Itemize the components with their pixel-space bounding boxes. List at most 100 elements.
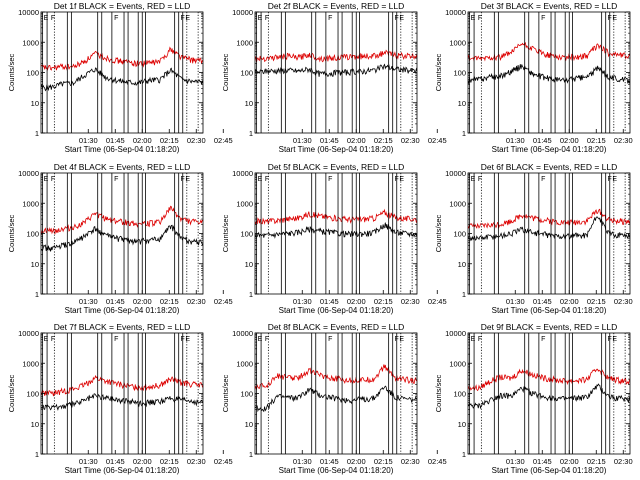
- x-tick-label: 01:30: [79, 136, 98, 145]
- x-tick-label: 02:00: [133, 136, 152, 145]
- x-tick-label: 01:30: [79, 297, 98, 306]
- series-line-events: [255, 385, 417, 413]
- y-tick-label: 10: [245, 420, 253, 429]
- y-tick-label: 10: [245, 99, 253, 108]
- series-line-lld: [41, 205, 203, 235]
- x-tick-label: 01:45: [533, 297, 552, 306]
- x-tick-label: 02:45: [428, 457, 447, 466]
- y-tick-label: 10000: [232, 8, 253, 17]
- x-tick-label: 02:15: [587, 297, 606, 306]
- panel-title: Det 3f BLACK = Events, RED = LLD: [481, 1, 618, 11]
- x-tick-label: 02:00: [133, 457, 152, 466]
- y-tick-label: 1: [462, 129, 466, 138]
- y-axis-label: Counts/sec: [221, 53, 230, 91]
- y-tick-label: 1000: [449, 199, 466, 208]
- series-line-lld: [255, 364, 417, 391]
- panel-title: Det 6f BLACK = Events, RED = LLD: [481, 162, 618, 172]
- y-tick-label: 100: [453, 69, 466, 78]
- x-axis-label: Start Time (06-Sep-04 01:18:20): [65, 145, 180, 154]
- x-tick-label: 02:30: [614, 457, 633, 466]
- panel-title: Det 2f BLACK = Events, RED = LLD: [268, 1, 405, 11]
- interval-flag: E: [612, 336, 617, 343]
- interval-flag: F: [328, 176, 332, 183]
- interval-flag: F: [328, 336, 332, 343]
- y-tick-label: 10000: [445, 169, 466, 178]
- y-axis-label: Counts/sec: [7, 53, 16, 91]
- panel-title: Det 9f BLACK = Events, RED = LLD: [481, 322, 618, 332]
- interval-flag: E: [399, 336, 404, 343]
- y-axis-label: Counts/sec: [7, 214, 16, 252]
- panel-title: Det 1f BLACK = Events, RED = LLD: [54, 1, 191, 11]
- y-tick-label: 1: [35, 129, 39, 138]
- y-axis-label: Counts/sec: [434, 214, 443, 252]
- interval-flag: E: [185, 176, 190, 183]
- interval-flag: F: [478, 336, 482, 343]
- interval-flag: F: [265, 176, 269, 183]
- series-line-lld: [468, 208, 630, 229]
- x-tick-label: 02:00: [133, 297, 152, 306]
- x-tick-label: 02:15: [160, 136, 179, 145]
- interval-flag: F: [395, 176, 399, 183]
- interval-flag: F: [181, 176, 185, 183]
- x-axis-label: Start Time (06-Sep-04 01:18:20): [279, 145, 394, 154]
- y-tick-label: 1000: [22, 359, 39, 368]
- y-tick-label: 1000: [236, 359, 253, 368]
- x-axis-label: Start Time (06-Sep-04 01:18:20): [279, 306, 394, 315]
- series-line-lld: [468, 368, 630, 392]
- interval-flag: E: [471, 176, 476, 183]
- x-tick-label: 02:15: [374, 457, 393, 466]
- y-tick-label: 1: [462, 290, 466, 299]
- interval-flag: E: [44, 336, 49, 343]
- interval-flag: F: [51, 176, 55, 183]
- interval-flag: E: [44, 176, 49, 183]
- x-axis-label: Start Time (06-Sep-04 01:18:20): [279, 466, 394, 475]
- interval-flag: F: [478, 15, 482, 22]
- series-line-events: [468, 64, 630, 84]
- y-tick-label: 10: [458, 99, 466, 108]
- y-tick-label: 1000: [236, 38, 253, 47]
- x-tick-label: 02:30: [401, 297, 420, 306]
- x-tick-label: 02:15: [587, 457, 606, 466]
- series-line-events: [41, 67, 203, 92]
- x-tick-label: 02:45: [428, 136, 447, 145]
- interval-flag: F: [265, 15, 269, 22]
- interval-flag: F: [395, 15, 399, 22]
- y-tick-label: 1000: [22, 38, 39, 47]
- x-tick-label: 01:45: [106, 457, 125, 466]
- y-tick-label: 100: [240, 230, 253, 239]
- y-tick-label: 10: [31, 420, 39, 429]
- x-tick-label: 02:45: [214, 297, 233, 306]
- interval-flag: E: [258, 15, 263, 22]
- interval-flag: F: [608, 176, 612, 183]
- y-tick-label: 10000: [18, 329, 39, 338]
- x-tick-label: 02:30: [614, 136, 633, 145]
- interval-flag: F: [51, 336, 55, 343]
- interval-flag: F: [265, 336, 269, 343]
- x-tick-label: 02:30: [187, 297, 206, 306]
- x-tick-label: 02:15: [160, 297, 179, 306]
- interval-flag: F: [181, 15, 185, 22]
- y-tick-label: 1: [249, 129, 253, 138]
- interval-flag: F: [608, 336, 612, 343]
- y-tick-label: 10000: [232, 329, 253, 338]
- y-tick-label: 10: [31, 99, 39, 108]
- interval-flag: F: [181, 336, 185, 343]
- series-line-events: [255, 63, 417, 78]
- y-tick-label: 100: [240, 390, 253, 399]
- y-tick-label: 100: [26, 69, 39, 78]
- interval-flag: E: [258, 176, 263, 183]
- interval-flag: F: [541, 336, 545, 343]
- panel-title: Det 8f BLACK = Events, RED = LLD: [268, 322, 405, 332]
- interval-flag: E: [399, 176, 404, 183]
- interval-flag: F: [541, 176, 545, 183]
- x-tick-label: 02:00: [347, 297, 366, 306]
- x-tick-label: 02:45: [214, 136, 233, 145]
- y-tick-label: 100: [240, 69, 253, 78]
- x-tick-label: 01:45: [320, 457, 339, 466]
